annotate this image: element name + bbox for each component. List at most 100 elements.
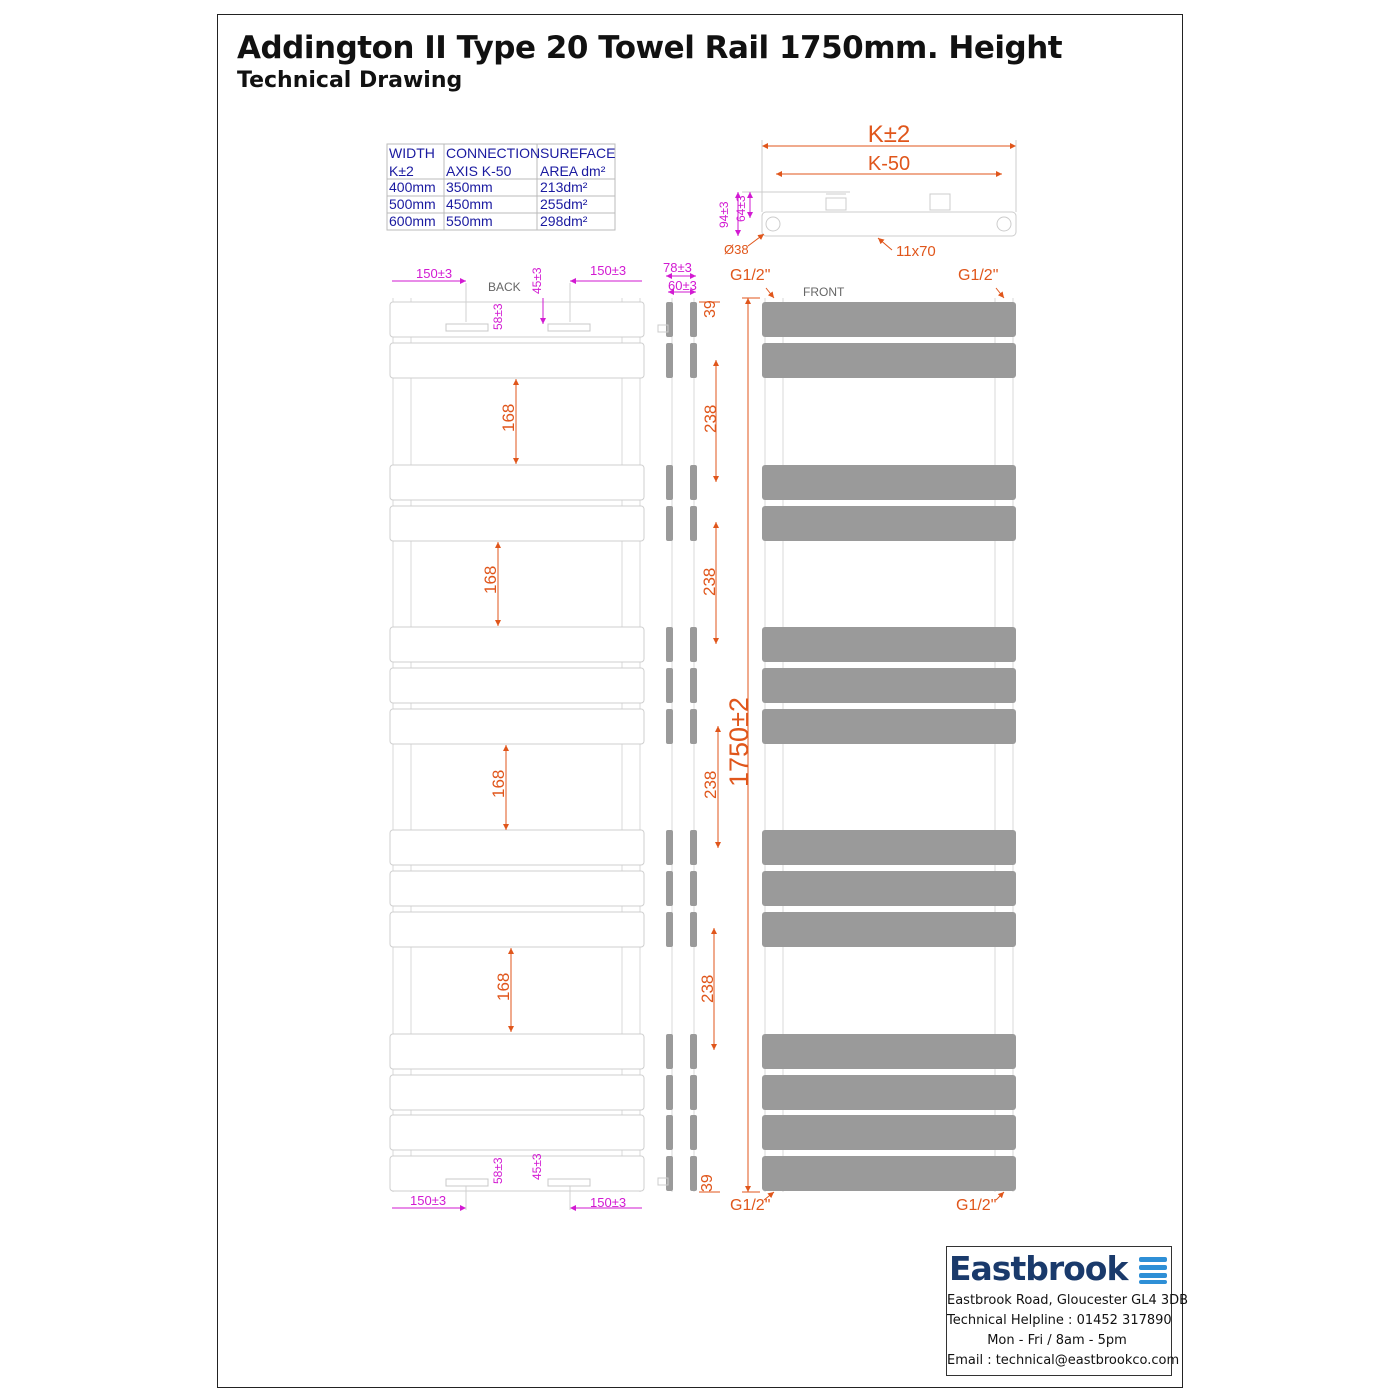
brand-waves-icon — [1139, 1257, 1167, 1284]
dim-gap-back-3: 168 — [489, 770, 508, 798]
front-bar — [762, 1034, 1016, 1069]
side-bar-back — [690, 627, 697, 662]
back-bar — [389, 505, 645, 542]
table-cell: 600mm — [389, 213, 436, 229]
company-info-box: Eastbrook Eastbrook Road, Gloucester GL4… — [946, 1246, 1189, 1376]
table-cell: 350mm — [446, 179, 493, 195]
dim-bracket-bottom-right: 150±3 — [590, 1195, 626, 1210]
side-bar-back — [690, 465, 697, 500]
back-bars — [389, 301, 645, 1192]
side-bar-back — [690, 830, 697, 865]
back-bar — [389, 1114, 645, 1151]
back-bar — [389, 342, 645, 379]
dim-gap-back-2: 168 — [481, 566, 500, 594]
bracket-top-right — [547, 323, 591, 332]
back-bar — [389, 870, 645, 907]
side-bar-front — [666, 506, 673, 541]
front-bar — [762, 465, 1016, 500]
front-bar — [762, 709, 1016, 744]
back-bar — [389, 301, 645, 338]
back-view: BACK 150±3 150±3 45±3 58±3 150±3 150±3 5… — [389, 263, 645, 1211]
dim-bracket-bottom-height: 58±3 — [491, 1157, 505, 1184]
back-label: BACK — [488, 280, 521, 294]
side-bar-front — [666, 830, 673, 865]
dim-bracket-top-vertical: 45±3 — [530, 267, 544, 294]
page-title: Addington II Type 20 Towel Rail 1750mm. … — [237, 30, 1063, 66]
dim-depth-64: 64±3 — [734, 195, 748, 222]
spec-table: WIDTH K±2 CONNECTION AXIS K-50 SUREFACE … — [386, 143, 616, 231]
side-bar-back — [690, 1034, 697, 1069]
dim-gap-back-1: 168 — [499, 404, 518, 432]
front-bars — [762, 302, 1016, 1191]
dim-bracket-bottom-left: 150±3 — [410, 1193, 446, 1208]
side-bar-front — [666, 709, 673, 744]
back-bar — [389, 626, 645, 663]
dim-end-top: 39 — [702, 300, 719, 318]
dim-gap-side-3: 238 — [701, 771, 720, 799]
dim-width-k: K±2 — [868, 121, 911, 148]
dim-height-total: 1750±2 — [724, 697, 754, 787]
front-bar — [762, 1115, 1016, 1150]
drawing-sheet — [217, 14, 1183, 1388]
dim-gap-side-1: 238 — [701, 405, 720, 433]
back-bar — [389, 911, 645, 948]
front-bar — [762, 506, 1016, 541]
back-bar — [389, 1074, 645, 1111]
top-view: K±2 K-50 94±3 64±3 Ø38 11x70 — [717, 121, 1017, 260]
front-bar — [762, 912, 1016, 947]
brand-logo: Eastbrook — [949, 1249, 1128, 1288]
side-bar-back — [690, 506, 697, 541]
side-bar-back — [690, 871, 697, 906]
front-bar — [762, 668, 1016, 703]
bracket-bottom-left — [445, 1178, 489, 1187]
connection-top-right: G1/2" — [958, 267, 998, 284]
front-label: FRONT — [803, 285, 845, 299]
back-bar — [389, 464, 645, 501]
back-bar — [389, 1155, 645, 1192]
dim-gap-back-4: 168 — [494, 973, 513, 1001]
dim-bracket-top-right: 150±3 — [590, 263, 626, 278]
bracket-top-left — [445, 323, 489, 332]
dim-axis-k50: K-50 — [868, 153, 910, 175]
table-cell: 550mm — [446, 213, 493, 229]
front-bar — [762, 1156, 1016, 1191]
side-bar-back — [690, 709, 697, 744]
table-cell: 400mm — [389, 179, 436, 195]
back-bar — [389, 829, 645, 866]
side-bar-front — [666, 1115, 673, 1150]
company-hours: Mon - Fri / 8am - 5pm — [987, 1333, 1127, 1348]
page-subtitle: Technical Drawing — [237, 68, 463, 93]
dim-bar-size: 11x70 — [896, 243, 936, 260]
connection-bottom-right: G1/2" — [956, 1197, 996, 1214]
side-bar-back — [690, 343, 697, 378]
side-bar-front — [666, 871, 673, 906]
dim-end-bottom: 39 — [699, 1174, 716, 1192]
side-bar-back — [690, 668, 697, 703]
side-bar-front — [666, 1075, 673, 1110]
back-bar — [389, 667, 645, 704]
company-helpline: Technical Helpline : 01452 317890 — [947, 1313, 1172, 1328]
back-bar — [389, 708, 645, 745]
company-address: Eastbrook Road, Gloucester GL4 3DB — [947, 1293, 1189, 1308]
side-bar-back — [690, 912, 697, 947]
front-bar — [762, 871, 1016, 906]
dim-depth-outer: 78±3 — [663, 260, 692, 275]
side-bar-back — [690, 302, 697, 337]
table-cell: 255dm² — [540, 196, 588, 212]
front-bar — [762, 830, 1016, 865]
dim-depth-94: 94±3 — [717, 201, 731, 228]
table-cell: 298dm² — [540, 213, 588, 229]
back-bar — [389, 1033, 645, 1070]
table-header-width: WIDTH — [389, 145, 435, 161]
side-view: 78±3 60±3 39 39 238 238 238 238 — [657, 260, 721, 1193]
connection-bottom-left: G1/2" — [730, 1197, 770, 1214]
side-bar-back — [690, 1156, 697, 1191]
dim-bracket-top-height: 58±3 — [491, 303, 505, 330]
side-bar-front — [666, 1034, 673, 1069]
table-cell: 450mm — [446, 196, 493, 212]
table-header-connection: CONNECTION — [446, 145, 540, 161]
side-bar-back — [690, 1115, 697, 1150]
dim-pipe-diameter: Ø38 — [724, 242, 749, 257]
side-bar-front — [666, 1156, 673, 1191]
